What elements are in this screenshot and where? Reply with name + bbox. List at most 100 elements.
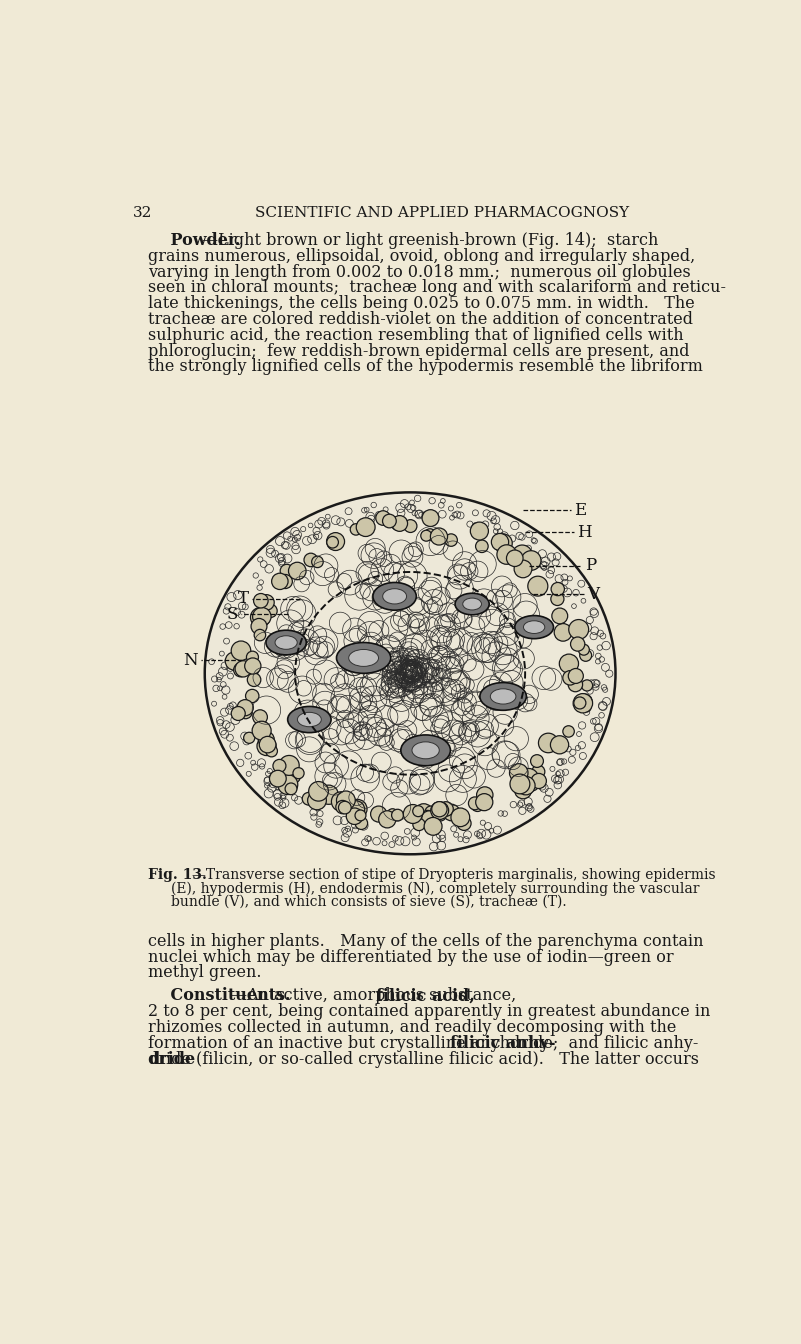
Circle shape: [471, 798, 484, 812]
Circle shape: [456, 810, 469, 824]
Text: 32: 32: [133, 206, 152, 220]
Circle shape: [356, 517, 375, 536]
Text: E: E: [574, 501, 586, 519]
Circle shape: [244, 732, 255, 743]
Circle shape: [252, 722, 272, 741]
Circle shape: [577, 694, 592, 710]
Circle shape: [304, 554, 317, 567]
Circle shape: [225, 652, 244, 671]
Circle shape: [371, 806, 387, 823]
Text: Fig. 13.: Fig. 13.: [148, 868, 207, 882]
Circle shape: [421, 810, 437, 825]
Circle shape: [288, 562, 306, 579]
Circle shape: [332, 792, 351, 812]
Circle shape: [568, 668, 583, 684]
Circle shape: [247, 650, 259, 663]
Ellipse shape: [455, 593, 489, 614]
Text: filicic acid,: filicic acid,: [376, 988, 475, 1004]
Circle shape: [234, 663, 248, 677]
Circle shape: [336, 801, 349, 813]
Circle shape: [574, 698, 586, 708]
Circle shape: [260, 737, 276, 753]
Circle shape: [425, 528, 436, 540]
Ellipse shape: [524, 621, 545, 633]
Circle shape: [254, 629, 266, 641]
Circle shape: [457, 816, 471, 831]
Circle shape: [327, 532, 344, 551]
Circle shape: [451, 808, 469, 827]
Circle shape: [392, 516, 408, 531]
Circle shape: [519, 769, 538, 788]
Circle shape: [336, 792, 356, 809]
Circle shape: [421, 810, 436, 825]
Circle shape: [413, 818, 425, 831]
Text: late thickenings, the cells being 0.025 to 0.075 mm. in width.   The: late thickenings, the cells being 0.025 …: [148, 296, 695, 312]
Circle shape: [431, 801, 449, 820]
Circle shape: [280, 564, 293, 578]
Circle shape: [347, 801, 364, 818]
Circle shape: [445, 534, 457, 546]
Text: dride: dride: [148, 1051, 195, 1067]
Circle shape: [383, 515, 396, 528]
Circle shape: [551, 582, 565, 595]
Circle shape: [476, 540, 488, 552]
Circle shape: [559, 655, 578, 673]
Circle shape: [251, 607, 270, 628]
Circle shape: [413, 805, 424, 817]
Ellipse shape: [373, 582, 417, 610]
Text: dride (filicin, or so-called crystalline filicic acid).   The latter occurs: dride (filicin, or so-called crystalline…: [148, 1051, 699, 1067]
Circle shape: [517, 784, 530, 798]
Circle shape: [497, 544, 517, 564]
Circle shape: [254, 594, 268, 607]
Text: —Transverse section of stipe of Dryopteris marginalis, showing epidermis: —Transverse section of stipe of Dryopter…: [192, 868, 716, 882]
Ellipse shape: [490, 689, 516, 704]
Text: phloroglucin;  few reddish-brown epidermal cells are present, and: phloroglucin; few reddish-brown epiderma…: [148, 343, 690, 360]
Circle shape: [392, 809, 404, 821]
Text: cells in higher plants.   Many of the cells of the parenchyma contain: cells in higher plants. Many of the cell…: [148, 933, 703, 950]
Circle shape: [563, 671, 578, 685]
Text: filicic anhy-: filicic anhy-: [450, 1035, 556, 1052]
Circle shape: [312, 556, 324, 567]
Circle shape: [414, 804, 433, 823]
Circle shape: [506, 550, 523, 567]
Text: the strongly lignified cells of the hypodermis resemble the libriform: the strongly lignified cells of the hypo…: [148, 359, 703, 375]
Ellipse shape: [515, 616, 553, 638]
Circle shape: [259, 594, 274, 610]
Circle shape: [308, 792, 326, 810]
Ellipse shape: [400, 735, 450, 766]
Circle shape: [257, 737, 276, 755]
Circle shape: [432, 801, 447, 817]
Circle shape: [308, 782, 328, 801]
Circle shape: [272, 573, 288, 590]
Circle shape: [439, 801, 453, 816]
Ellipse shape: [205, 492, 615, 855]
Circle shape: [563, 726, 574, 737]
Circle shape: [582, 680, 593, 691]
Text: Powder.: Powder.: [148, 233, 240, 249]
Circle shape: [264, 605, 277, 617]
Circle shape: [570, 637, 585, 652]
Circle shape: [355, 817, 368, 829]
Circle shape: [404, 520, 417, 532]
Circle shape: [424, 817, 442, 835]
Circle shape: [574, 694, 593, 712]
Text: varying in length from 0.002 to 0.018 mm.;  numerous oil globules: varying in length from 0.002 to 0.018 mm…: [148, 263, 691, 281]
Ellipse shape: [336, 642, 391, 673]
Circle shape: [554, 624, 572, 641]
Circle shape: [231, 641, 251, 660]
Circle shape: [509, 763, 528, 782]
Circle shape: [435, 809, 446, 821]
Circle shape: [346, 808, 363, 824]
Circle shape: [251, 618, 267, 634]
Circle shape: [514, 782, 532, 798]
Circle shape: [355, 810, 366, 821]
Circle shape: [235, 661, 252, 677]
Circle shape: [237, 700, 253, 716]
Text: tracheæ are colored reddish-violet on the addition of concentrated: tracheæ are colored reddish-violet on th…: [148, 310, 693, 328]
Circle shape: [521, 773, 540, 792]
Circle shape: [244, 659, 261, 675]
Circle shape: [469, 797, 481, 810]
Text: seen in chloral mounts;  tracheæ long and with scalariform and reticu-: seen in chloral mounts; tracheæ long and…: [148, 280, 727, 297]
Circle shape: [531, 773, 546, 789]
Circle shape: [258, 731, 274, 747]
